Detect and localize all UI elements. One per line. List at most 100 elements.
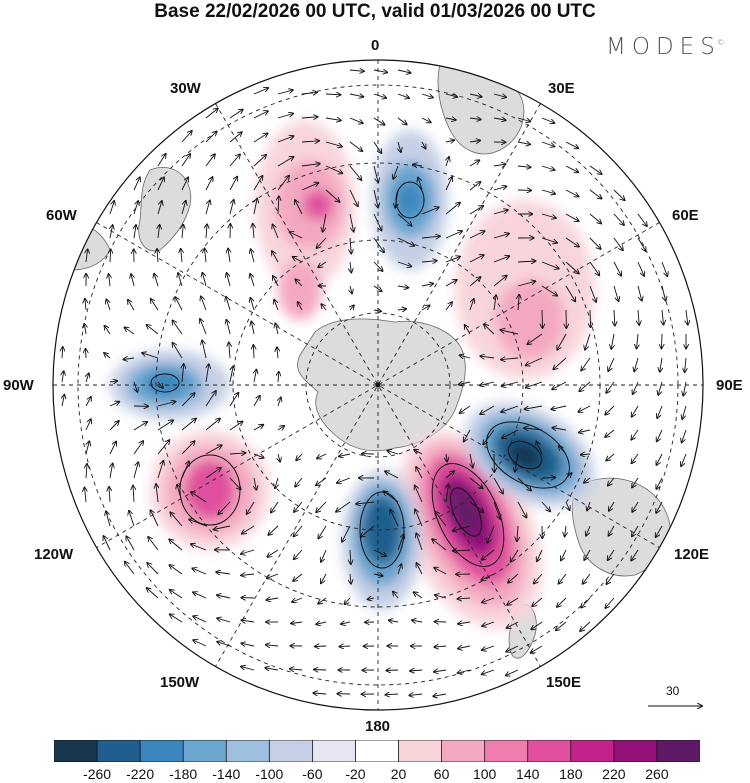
- wind-vector: [410, 670, 423, 671]
- wind-vector: [313, 693, 327, 694]
- wind-vector: [446, 453, 447, 462]
- wind-vector: [349, 189, 358, 206]
- wind-vector: [193, 592, 207, 599]
- wind-vector: [323, 213, 327, 232]
- wind-vector: [345, 597, 351, 604]
- lon-label-60e: 60E: [672, 207, 699, 224]
- colorbar-cell: [96, 740, 141, 762]
- lon-label-120w: 120W: [34, 546, 74, 563]
- wind-vector: [290, 232, 303, 239]
- wind-vector: [537, 549, 543, 561]
- wind-vector: [301, 164, 320, 166]
- wind-vector: [561, 549, 567, 560]
- wind-vector: [214, 525, 231, 530]
- wind-vector: [178, 273, 183, 287]
- wind-vector: [686, 309, 688, 325]
- wind-vector: [175, 297, 183, 311]
- wind-vector: [229, 453, 246, 454]
- wind-vector: [181, 441, 195, 455]
- wind-vector: [414, 592, 423, 599]
- wind-vector: [133, 486, 134, 503]
- wind-vector: [579, 430, 591, 433]
- wind-vector: [267, 549, 279, 557]
- wind-vector: [106, 299, 111, 311]
- wind-vector: [316, 622, 327, 624]
- wind-vector: [133, 462, 138, 479]
- wind-vector: [557, 333, 567, 350]
- wind-vector: [566, 501, 570, 510]
- wind-vector: [552, 428, 567, 430]
- wind-vector: [241, 549, 255, 554]
- wind-vector: [157, 154, 166, 167]
- wind-vector: [445, 140, 454, 142]
- wind-vector: [298, 302, 303, 311]
- wind-vector: [493, 234, 509, 239]
- wind-vector: [267, 573, 279, 578]
- wind-vector: [241, 667, 255, 671]
- wind-vector: [565, 473, 572, 479]
- wind-vector: [579, 381, 591, 391]
- wind-vector: [109, 402, 119, 407]
- wind-vector: [147, 325, 159, 335]
- wind-vector: [541, 478, 555, 479]
- wind-vector: [205, 445, 222, 455]
- colorbar-cell: [311, 740, 357, 762]
- colorbar-tick-label: 180: [559, 766, 583, 782]
- wind-vector: [507, 597, 519, 605]
- wind-vector: [494, 295, 496, 311]
- wind-vector: [290, 669, 303, 670]
- map-title: Base 22/02/2026 00 UTC, valid 01/03/2026…: [154, 1, 596, 22]
- wind-vector: [518, 295, 519, 311]
- wind-vector: [251, 249, 255, 263]
- wind-vector: [657, 429, 663, 441]
- colorbar-cell: [441, 740, 486, 762]
- wind-vector: [613, 237, 623, 250]
- wind-vector: [551, 405, 567, 409]
- wind-vector: [605, 405, 615, 415]
- colorbar-tick-label: 60: [433, 766, 450, 782]
- wind-vector: [109, 201, 114, 215]
- wind-vector: [229, 477, 241, 489]
- wind-vector: [506, 669, 519, 676]
- wind-vector: [662, 309, 664, 325]
- wind-vector: [415, 486, 423, 503]
- wind-vector: [581, 597, 591, 608]
- lon-label-150e: 150E: [546, 674, 582, 691]
- wind-vector: [229, 154, 240, 167]
- wind-vector: [251, 322, 254, 335]
- wind-vector: [325, 165, 342, 173]
- wind-vector: [368, 598, 375, 599]
- wind-vector: [482, 621, 495, 626]
- wind-vector: [241, 620, 255, 622]
- wind-vector: [525, 405, 543, 409]
- wind-vector: [393, 165, 399, 179]
- wind-vector: [321, 304, 327, 311]
- brand-logo: MODES©: [606, 34, 725, 60]
- wind-vector: [247, 501, 255, 514]
- wind-vector: [460, 405, 471, 413]
- wind-vector: [253, 345, 254, 359]
- wind-vector: [501, 330, 519, 335]
- wind-vector: [229, 177, 237, 191]
- wind-vector: [192, 568, 207, 575]
- colorbar-cell: [355, 740, 400, 762]
- graticule: [53, 60, 703, 710]
- wind-vector: [517, 117, 530, 122]
- wind-vector: [534, 573, 543, 584]
- wind-vector: [386, 670, 399, 671]
- wind-vector: [480, 405, 495, 414]
- wind-vector: [581, 454, 591, 455]
- lon-label-30w: 30W: [170, 80, 201, 97]
- colorbar-tick-label: 260: [645, 766, 669, 782]
- wind-vector: [435, 595, 447, 598]
- wind-vector: [446, 484, 449, 503]
- wind-vector: [205, 109, 218, 119]
- wind-vector: [487, 525, 495, 543]
- wind-vector: [173, 343, 183, 359]
- wind-vector: [605, 597, 615, 608]
- wind-vector: [524, 428, 543, 430]
- wind-vector: [638, 309, 639, 325]
- wind-vector: [445, 280, 457, 287]
- wind-vector: [349, 70, 364, 71]
- wind-vector: [613, 261, 621, 276]
